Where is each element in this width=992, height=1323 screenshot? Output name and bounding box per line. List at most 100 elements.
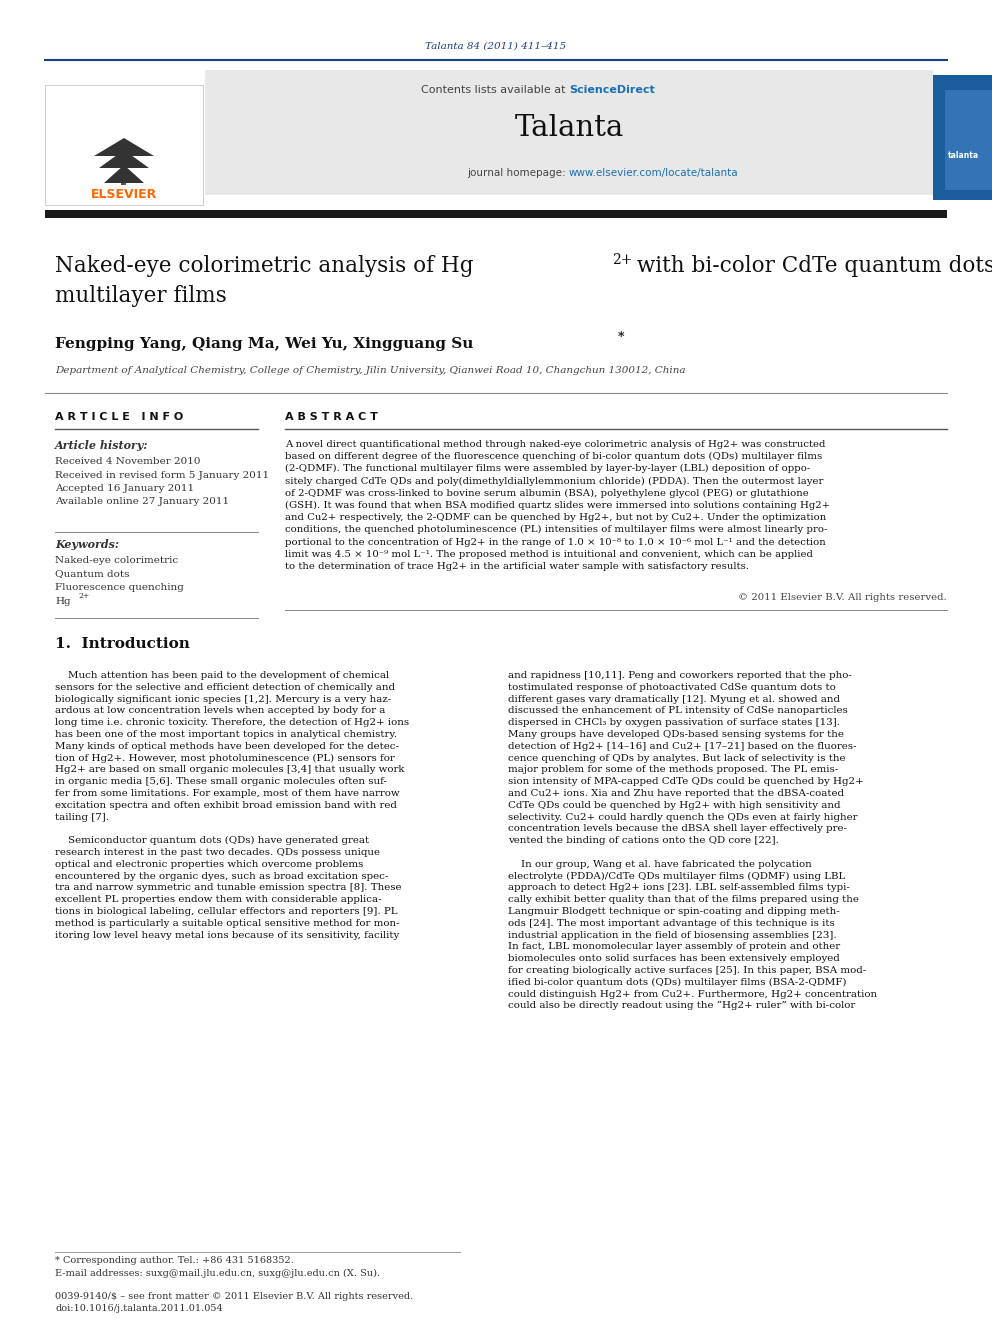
Text: encountered by the organic dyes, such as broad excitation spec-: encountered by the organic dyes, such as… <box>55 872 389 881</box>
Text: tra and narrow symmetric and tunable emission spectra [8]. These: tra and narrow symmetric and tunable emi… <box>55 884 402 893</box>
Text: for creating biologically active surfaces [25]. In this paper, BSA mod-: for creating biologically active surface… <box>508 966 866 975</box>
Text: Keywords:: Keywords: <box>55 538 119 550</box>
Text: to the determination of trace Hg2+ in the artificial water sample with satisfact: to the determination of trace Hg2+ in th… <box>285 562 749 572</box>
Text: journal homepage:: journal homepage: <box>467 168 569 179</box>
Text: ScienceDirect: ScienceDirect <box>569 85 655 95</box>
Text: and Cu2+ ions. Xia and Zhu have reported that the dBSA-coated: and Cu2+ ions. Xia and Zhu have reported… <box>508 789 844 798</box>
Bar <box>45 210 947 218</box>
Text: multilayer films: multilayer films <box>55 284 227 307</box>
Text: with bi-color CdTe quantum dots: with bi-color CdTe quantum dots <box>630 255 992 277</box>
Text: Received 4 November 2010: Received 4 November 2010 <box>55 456 200 466</box>
Text: sensors for the selective and efficient detection of chemically and: sensors for the selective and efficient … <box>55 683 395 692</box>
Text: Naked-eye colorimetric analysis of Hg: Naked-eye colorimetric analysis of Hg <box>55 255 473 277</box>
Text: selectivity. Cu2+ could hardly quench the QDs even at fairly higher: selectivity. Cu2+ could hardly quench th… <box>508 812 857 822</box>
Text: In fact, LBL monomolecular layer assembly of protein and other: In fact, LBL monomolecular layer assembl… <box>508 942 840 951</box>
Text: In our group, Wang et al. have fabricated the polycation: In our group, Wang et al. have fabricate… <box>508 860 811 869</box>
Text: cally exhibit better quality than that of the films prepared using the: cally exhibit better quality than that o… <box>508 896 859 904</box>
Text: could distinguish Hg2+ from Cu2+. Furthermore, Hg2+ concentration: could distinguish Hg2+ from Cu2+. Furthe… <box>508 990 877 999</box>
Text: CdTe QDs could be quenched by Hg2+ with high sensitivity and: CdTe QDs could be quenched by Hg2+ with … <box>508 800 840 810</box>
Text: (2-QDMF). The functional multilayer films were assembled by layer-by-layer (LBL): (2-QDMF). The functional multilayer film… <box>285 464 810 474</box>
Text: tions in biological labeling, cellular effectors and reporters [9]. PL: tions in biological labeling, cellular e… <box>55 908 398 916</box>
Text: doi:10.1016/j.talanta.2011.01.054: doi:10.1016/j.talanta.2011.01.054 <box>55 1304 223 1312</box>
Text: Many kinds of optical methods have been developed for the detec-: Many kinds of optical methods have been … <box>55 742 399 750</box>
Text: Available online 27 January 2011: Available online 27 January 2011 <box>55 497 229 507</box>
Text: method is particularly a suitable optical sensitive method for mon-: method is particularly a suitable optica… <box>55 918 400 927</box>
Text: tailing [7].: tailing [7]. <box>55 812 109 822</box>
Text: approach to detect Hg2+ ions [23]. LBL self-assembled films typi-: approach to detect Hg2+ ions [23]. LBL s… <box>508 884 850 893</box>
Bar <box>945 90 992 191</box>
Bar <box>45 85 203 205</box>
Text: in organic media [5,6]. These small organic molecules often suf-: in organic media [5,6]. These small orga… <box>55 777 387 786</box>
Text: different gases vary dramatically [12]. Myung et al. showed and: different gases vary dramatically [12]. … <box>508 695 840 704</box>
Text: E-mail addresses: suxg@mail.jlu.edu.cn, suxg@jlu.edu.cn (X. Su).: E-mail addresses: suxg@mail.jlu.edu.cn, … <box>55 1269 380 1278</box>
Text: 2+: 2+ <box>612 253 632 267</box>
Polygon shape <box>94 138 154 156</box>
Text: conditions, the quenched photoluminescence (PL) intensities of multilayer films : conditions, the quenched photoluminescen… <box>285 525 827 534</box>
Text: and rapidness [10,11]. Peng and coworkers reported that the pho-: and rapidness [10,11]. Peng and coworker… <box>508 671 852 680</box>
Text: Naked-eye colorimetric: Naked-eye colorimetric <box>55 556 179 565</box>
Text: industrial application in the field of biosensing assemblies [23].: industrial application in the field of b… <box>508 930 836 939</box>
Text: major problem for some of the methods proposed. The PL emis-: major problem for some of the methods pr… <box>508 766 838 774</box>
Text: detection of Hg2+ [14–16] and Cu2+ [17–21] based on the fluores-: detection of Hg2+ [14–16] and Cu2+ [17–2… <box>508 742 856 750</box>
Text: 1.  Introduction: 1. Introduction <box>55 636 189 651</box>
Text: Department of Analytical Chemistry, College of Chemistry, Jilin University, Qian: Department of Analytical Chemistry, Coll… <box>55 366 685 374</box>
Text: limit was 4.5 × 10⁻⁹ mol L⁻¹. The proposed method is intuitional and convenient,: limit was 4.5 × 10⁻⁹ mol L⁻¹. The propos… <box>285 550 812 558</box>
Text: A novel direct quantificational method through naked-eye colorimetric analysis o: A novel direct quantificational method t… <box>285 441 825 448</box>
Text: based on different degree of the fluorescence quenching of bi-color quantum dots: based on different degree of the fluores… <box>285 452 822 462</box>
Text: Contents lists available at: Contents lists available at <box>421 85 569 95</box>
Text: (GSH). It was found that when BSA modified quartz slides were immersed into solu: (GSH). It was found that when BSA modifi… <box>285 501 830 509</box>
Text: A B S T R A C T: A B S T R A C T <box>285 411 378 422</box>
Text: has been one of the most important topics in analytical chemistry.: has been one of the most important topic… <box>55 730 397 740</box>
Text: biologically significant ionic species [1,2]. Mercury is a very haz-: biologically significant ionic species [… <box>55 695 391 704</box>
Bar <box>205 70 933 194</box>
Text: Hg: Hg <box>55 597 70 606</box>
Text: *: * <box>618 331 625 344</box>
Text: Hg2+ are based on small organic molecules [3,4] that usually work: Hg2+ are based on small organic molecule… <box>55 766 405 774</box>
Text: 2+: 2+ <box>78 593 89 601</box>
Text: excellent PL properties endow them with considerable applica-: excellent PL properties endow them with … <box>55 896 382 904</box>
Text: Talanta 84 (2011) 411–415: Talanta 84 (2011) 411–415 <box>426 41 566 50</box>
Text: tion of Hg2+. However, most photoluminescence (PL) sensors for: tion of Hg2+. However, most photolumines… <box>55 754 395 762</box>
Text: Talanta: Talanta <box>514 114 624 142</box>
Text: Accepted 16 January 2011: Accepted 16 January 2011 <box>55 484 194 493</box>
Text: vented the binding of cations onto the QD core [22].: vented the binding of cations onto the Q… <box>508 836 779 845</box>
Text: concentration levels because the dBSA shell layer effectively pre-: concentration levels because the dBSA sh… <box>508 824 847 833</box>
Text: ardous at low concentration levels when accepted by body for a: ardous at low concentration levels when … <box>55 706 385 716</box>
Polygon shape <box>99 149 149 168</box>
Text: * Corresponding author. Tel.: +86 431 5168352.: * Corresponding author. Tel.: +86 431 51… <box>55 1256 294 1265</box>
Text: Much attention has been paid to the development of chemical: Much attention has been paid to the deve… <box>55 671 389 680</box>
Text: A R T I C L E   I N F O: A R T I C L E I N F O <box>55 411 184 422</box>
Text: www.elsevier.com/locate/talanta: www.elsevier.com/locate/talanta <box>569 168 739 179</box>
Text: talanta: talanta <box>947 151 978 160</box>
Text: long time i.e. chronic toxicity. Therefore, the detection of Hg2+ ions: long time i.e. chronic toxicity. Therefo… <box>55 718 409 728</box>
Text: biomolecules onto solid surfaces has been extensively employed: biomolecules onto solid surfaces has bee… <box>508 954 840 963</box>
Text: of 2-QDMF was cross-linked to bovine serum albumin (BSA), polyethylene glycol (P: of 2-QDMF was cross-linked to bovine ser… <box>285 488 808 497</box>
Text: ods [24]. The most important advantage of this technique is its: ods [24]. The most important advantage o… <box>508 918 834 927</box>
Text: Fluorescence quenching: Fluorescence quenching <box>55 583 184 591</box>
Text: fer from some limitations. For example, most of them have narrow: fer from some limitations. For example, … <box>55 789 400 798</box>
Text: research interest in the past two decades. QDs possess unique: research interest in the past two decade… <box>55 848 380 857</box>
Polygon shape <box>104 165 144 183</box>
Text: optical and electronic properties which overcome problems: optical and electronic properties which … <box>55 860 363 869</box>
Text: Many groups have developed QDs-based sensing systems for the: Many groups have developed QDs-based sen… <box>508 730 844 740</box>
Text: 0039-9140/$ – see front matter © 2011 Elsevier B.V. All rights reserved.: 0039-9140/$ – see front matter © 2011 El… <box>55 1293 414 1301</box>
Bar <box>933 75 992 200</box>
Text: portional to the concentration of Hg2+ in the range of 1.0 × 10⁻⁸ to 1.0 × 10⁻⁶ : portional to the concentration of Hg2+ i… <box>285 537 825 546</box>
Text: Received in revised form 5 January 2011: Received in revised form 5 January 2011 <box>55 471 269 479</box>
Text: Semiconductor quantum dots (QDs) have generated great: Semiconductor quantum dots (QDs) have ge… <box>55 836 369 845</box>
Text: and Cu2+ respectively, the 2-QDMF can be quenched by Hg2+, but not by Cu2+. Unde: and Cu2+ respectively, the 2-QDMF can be… <box>285 513 826 523</box>
Text: discussed the enhancement of PL intensity of CdSe nanoparticles: discussed the enhancement of PL intensit… <box>508 706 848 716</box>
Text: electrolyte (PDDA)/CdTe QDs multilayer films (QDMF) using LBL: electrolyte (PDDA)/CdTe QDs multilayer f… <box>508 872 845 881</box>
Text: ified bi-color quantum dots (QDs) multilayer films (BSA-2-QDMF): ified bi-color quantum dots (QDs) multil… <box>508 978 846 987</box>
Text: cence quenching of QDs by analytes. But lack of selectivity is the: cence quenching of QDs by analytes. But … <box>508 754 845 762</box>
Text: sion intensity of MPA-capped CdTe QDs could be quenched by Hg2+: sion intensity of MPA-capped CdTe QDs co… <box>508 777 864 786</box>
Text: sitely charged CdTe QDs and poly(dimethyldiallylemmonium chloride) (PDDA). Then : sitely charged CdTe QDs and poly(dimethy… <box>285 476 823 486</box>
Text: dispersed in CHCl₃ by oxygen passivation of surface states [13].: dispersed in CHCl₃ by oxygen passivation… <box>508 718 840 728</box>
Text: Langmuir Blodgett technique or spin-coating and dipping meth-: Langmuir Blodgett technique or spin-coat… <box>508 908 840 916</box>
Bar <box>121 165 126 185</box>
Text: ELSEVIER: ELSEVIER <box>91 188 157 201</box>
Text: itoring low level heavy metal ions because of its sensitivity, facility: itoring low level heavy metal ions becau… <box>55 930 399 939</box>
Text: © 2011 Elsevier B.V. All rights reserved.: © 2011 Elsevier B.V. All rights reserved… <box>738 593 947 602</box>
Text: could also be directly readout using the “Hg2+ ruler” with bi-color: could also be directly readout using the… <box>508 1002 855 1011</box>
Text: Article history:: Article history: <box>55 441 149 451</box>
